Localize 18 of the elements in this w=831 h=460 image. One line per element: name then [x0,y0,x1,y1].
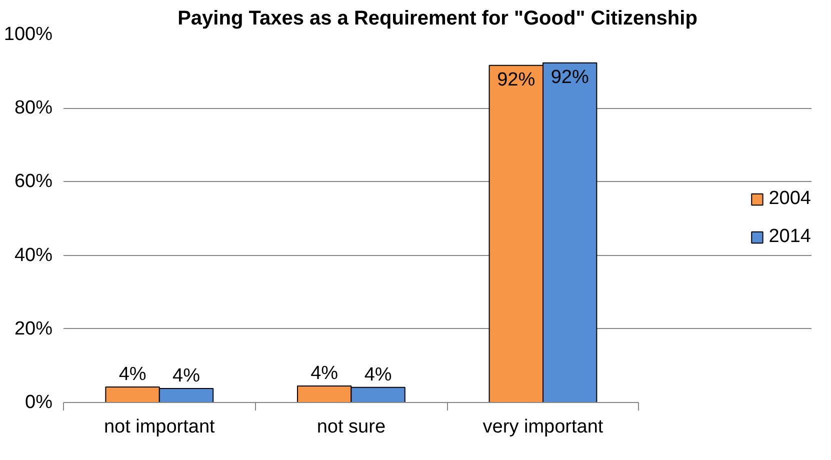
legend-label: 2004 [768,188,811,210]
x-tick-label: very important [482,416,604,438]
data-label: 4% [364,364,392,386]
data-label: 92% [497,69,536,90]
y-tick-label: 100% [4,24,53,45]
data-label: 4% [172,366,200,387]
x-tick-label: not sure [316,416,386,438]
y-tick-label: 60% [14,171,53,192]
data-label: 92% [550,66,589,88]
x-tick-label: not important [104,416,216,438]
y-tick-label: 40% [14,244,53,266]
y-tick-label: 20% [14,318,53,340]
chart-title: Paying Taxes as a Requirement for "Good" Citizenship [178,8,698,30]
data-label: 4% [118,364,146,386]
data-label: 4% [310,362,338,384]
y-tick-label: 80% [14,98,53,119]
legend-label: 2014 [768,226,811,248]
y-tick-label: 0% [25,392,53,413]
